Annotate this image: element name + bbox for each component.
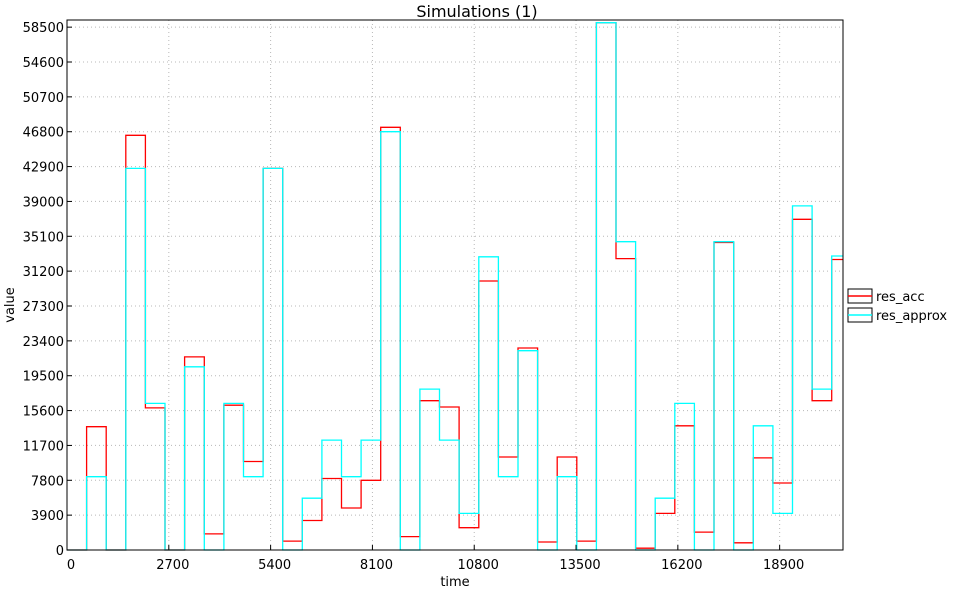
y-tick-label: 23400 — [23, 335, 64, 350]
y-tick-label: 42900 — [23, 161, 64, 176]
y-tick-label: 15600 — [23, 405, 64, 420]
x-tick-label: 2700 — [156, 558, 189, 573]
y-tick-label: 35100 — [23, 230, 64, 245]
y-tick-label: 0 — [56, 544, 64, 559]
legend-label-res-approx: res_approx — [876, 309, 947, 324]
axis-ticks: 0 3900 7800 11700 15600 19500 23400 27300 31200 3… — [23, 21, 805, 573]
x-tick-label: 8100 — [360, 558, 393, 573]
y-tick-label: 54600 — [23, 56, 64, 71]
series-line-res-approx — [67, 22, 843, 551]
x-tick-label: 18900 — [763, 558, 804, 573]
plot-series — [67, 22, 843, 551]
y-tick-label: 31200 — [23, 265, 64, 280]
legend-label-res-acc: res_acc — [876, 290, 925, 305]
x-tick-label: 5400 — [258, 558, 291, 573]
plot-frame — [66, 19, 844, 551]
y-tick-label: 58500 — [23, 21, 64, 36]
y-tick-label: 39000 — [23, 195, 64, 210]
x-tick-label: 13500 — [559, 558, 600, 573]
y-tick-label: 27300 — [23, 300, 64, 315]
x-tick-label: 10800 — [458, 558, 499, 573]
y-tick-label: 50700 — [23, 91, 64, 106]
grid-lines — [66, 20, 843, 551]
y-tick-label: 7800 — [31, 474, 64, 489]
y-tick-label: 3900 — [31, 509, 64, 524]
legend: res_acc res_approx — [847, 288, 947, 324]
x-tick-label: 0 — [67, 558, 75, 573]
y-tick-label: 19500 — [23, 370, 64, 385]
chart-title: Simulations (1) — [416, 2, 537, 21]
y-axis-label: value — [3, 287, 18, 323]
y-tick-label: 11700 — [23, 439, 64, 454]
x-axis-label: time — [440, 575, 469, 590]
y-tick-label: 46800 — [23, 126, 64, 141]
x-tick-label: 16200 — [661, 558, 702, 573]
